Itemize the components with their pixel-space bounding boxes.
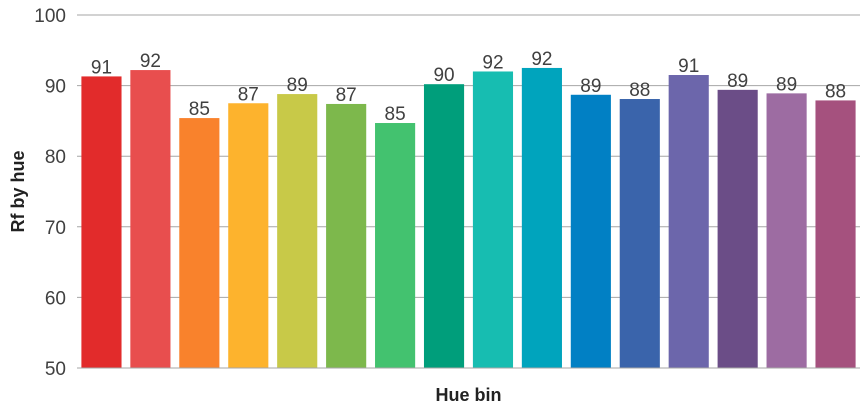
data-label: 88 — [825, 81, 846, 102]
y-axis-title: Rf by hue — [8, 150, 28, 232]
bar — [423, 84, 465, 369]
bar — [521, 67, 562, 368]
bar — [228, 103, 269, 368]
bar — [570, 94, 611, 368]
bar — [472, 71, 514, 368]
bar — [130, 70, 171, 369]
bar — [277, 94, 318, 369]
data-label: 92 — [140, 51, 161, 72]
bar — [717, 89, 758, 368]
data-label: 87 — [238, 84, 259, 105]
data-label: 91 — [91, 57, 112, 78]
data-label: 87 — [336, 85, 357, 106]
bar — [81, 76, 122, 368]
bar — [375, 123, 416, 368]
bars — [81, 67, 856, 369]
bar — [766, 93, 807, 368]
data-label: 89 — [287, 75, 308, 96]
bar — [326, 103, 367, 369]
y-tick-label: 70 — [45, 218, 66, 239]
y-tick-label: 90 — [45, 77, 66, 98]
y-axis-ticks: 50 60 70 80 90 100 — [34, 6, 66, 380]
data-label: 91 — [678, 56, 699, 77]
bar — [619, 99, 660, 368]
y-tick-label: 100 — [34, 6, 66, 27]
y-tick-label: 80 — [45, 147, 66, 168]
bar — [668, 75, 709, 368]
data-label: 90 — [433, 65, 454, 86]
bar — [179, 118, 220, 369]
bar — [815, 100, 856, 369]
data-label: 85 — [189, 99, 210, 120]
x-axis-title: Hue bin — [436, 385, 502, 405]
data-label: 92 — [482, 52, 503, 73]
data-label: 89 — [776, 74, 797, 95]
data-label: 92 — [531, 49, 552, 70]
data-label: 89 — [727, 71, 748, 92]
data-label: 88 — [629, 80, 650, 101]
y-tick-label: 60 — [45, 288, 66, 309]
data-label: 85 — [385, 104, 406, 125]
data-label: 89 — [580, 76, 601, 97]
data-labels: 91 92 85 87 89 87 85 90 92 92 89 88 91 89 89 88 — [91, 49, 846, 125]
y-tick-label: 50 — [45, 359, 66, 380]
